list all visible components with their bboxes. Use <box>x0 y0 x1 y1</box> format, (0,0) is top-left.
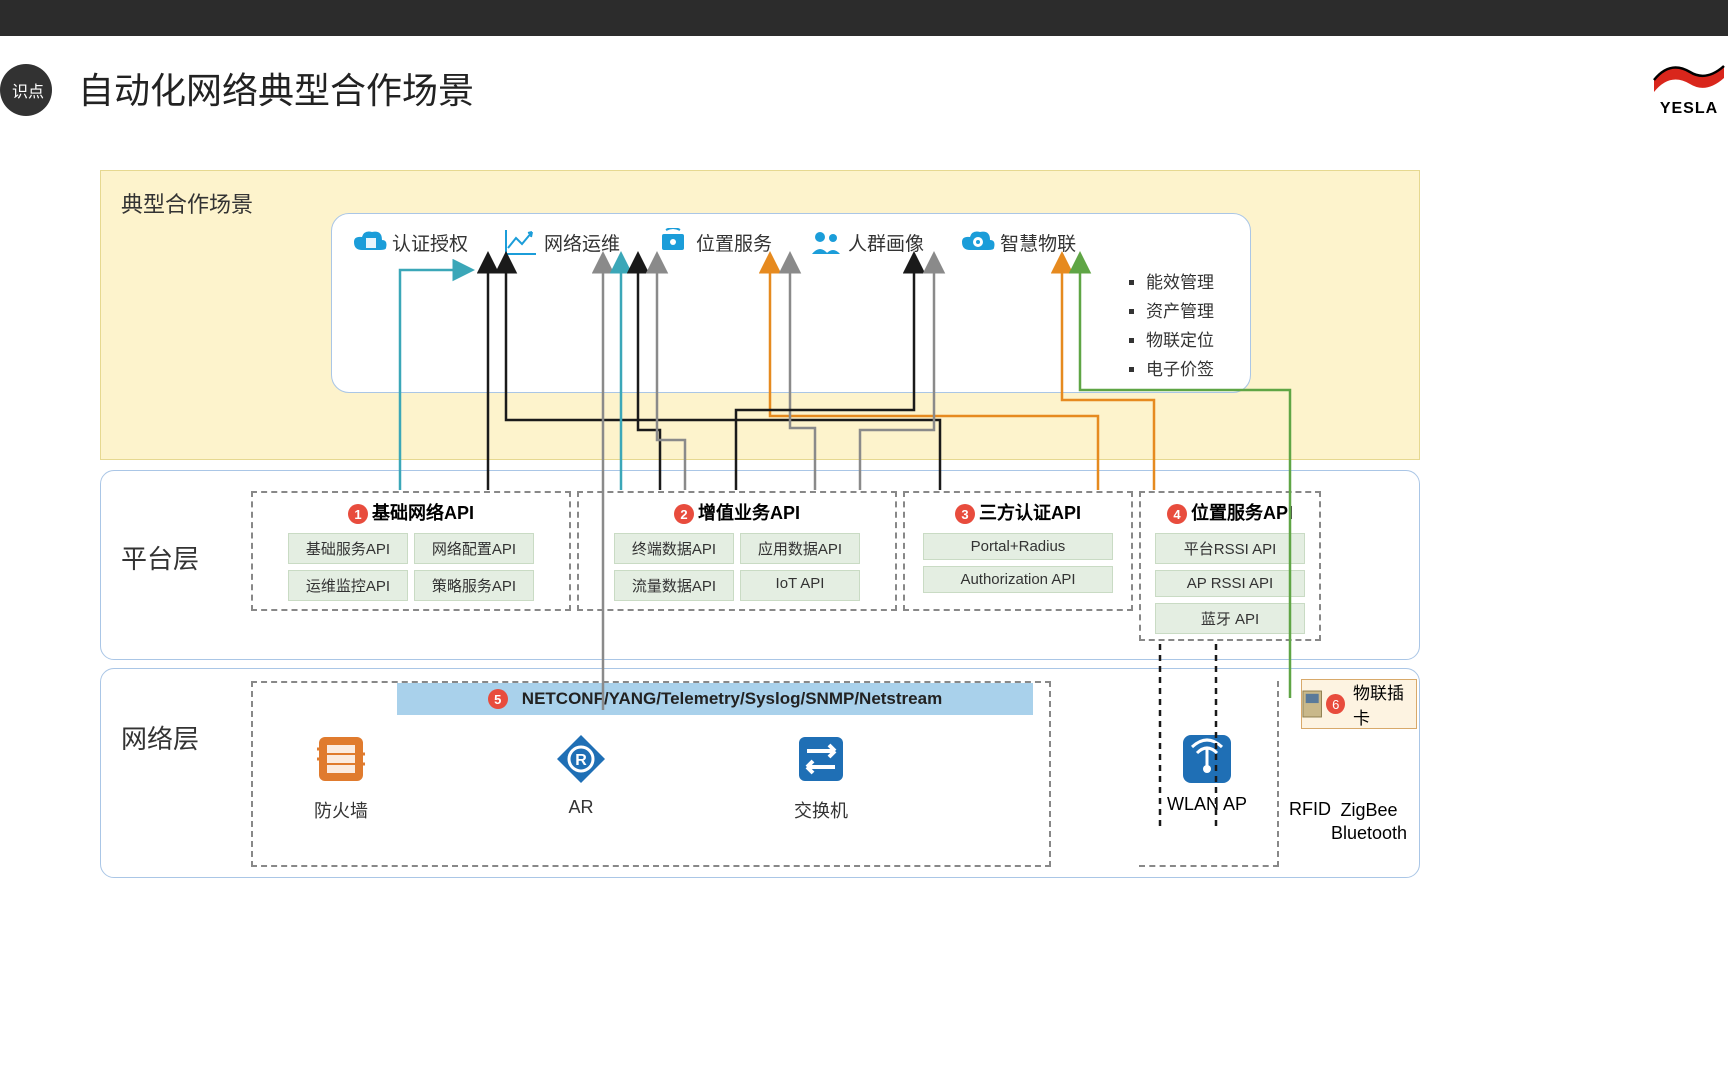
net-icon <box>311 729 371 789</box>
num-badge: 1 <box>348 504 368 524</box>
chart-icon <box>504 228 538 256</box>
protocol-text: NETCONF/YANG/Telemetry/Syslog/SNMP/Netst… <box>522 689 942 709</box>
group-title: 2增值业务API <box>579 499 895 525</box>
logo: YESLA <box>1650 54 1728 118</box>
api-chip: 应用数据API <box>740 533 860 564</box>
sub-item: 能效管理 <box>1146 268 1214 293</box>
sub-item: 电子价签 <box>1146 355 1214 380</box>
logo-text: YESLA <box>1650 100 1728 118</box>
num-6: 6 <box>1326 694 1345 714</box>
net-item: 防火墙 <box>311 729 371 823</box>
scene-item-label: 认证授权 <box>392 229 468 256</box>
net-label: 防火墙 <box>311 797 371 823</box>
net-item: 交换机 <box>791 729 851 823</box>
network-label: 网络层 <box>121 719 199 756</box>
api-chip: 平台RSSI API <box>1155 533 1305 564</box>
group-title: 4位置服务API <box>1141 499 1319 525</box>
iot-card: 6 物联插卡 <box>1301 679 1417 729</box>
zigbee-label: ZigBeeBluetooth <box>1331 799 1407 846</box>
api-chip: AP RSSI API <box>1155 570 1305 597</box>
api-chip: 蓝牙 API <box>1155 603 1305 634</box>
protocol-bar: 5 NETCONF/YANG/Telemetry/Syslog/SNMP/Net… <box>397 683 1033 715</box>
scene-item-label: 智慧物联 <box>1000 229 1076 256</box>
svg-text:R: R <box>575 752 587 769</box>
sub-item: 物联定位 <box>1146 326 1214 351</box>
num-badge: 4 <box>1167 504 1187 524</box>
scene-item: 智慧物联 <box>960 228 1076 256</box>
scene-title: 典型合作场景 <box>121 187 253 219</box>
page-title: 自动化网络典型合作场景 <box>78 62 474 114</box>
wlan-label: WLAN AP <box>1167 794 1247 815</box>
api-chip: 基础服务API <box>288 533 408 564</box>
cloud-server-icon <box>352 228 386 256</box>
network-layer: 网络层 5 NETCONF/YANG/Telemetry/Syslog/SNMP… <box>100 668 1420 878</box>
scene-item: 网络运维 <box>504 228 620 256</box>
num-badge: 2 <box>674 504 694 524</box>
api-chip: 网络配置API <box>414 533 534 564</box>
api-chip: 终端数据API <box>614 533 734 564</box>
platform-layer: 平台层 1基础网络API 基础服务API网络配置API运维监控API策略服务API… <box>100 470 1420 660</box>
net-icon: R <box>551 729 611 789</box>
platform-label: 平台层 <box>121 539 199 576</box>
num-badge: 3 <box>955 504 975 524</box>
scene-item-label: 位置服务 <box>696 229 772 256</box>
scene-item: 认证授权 <box>352 228 468 256</box>
top-bar <box>0 0 1728 36</box>
net-label: AR <box>551 797 611 818</box>
card-icon <box>1302 689 1322 719</box>
api-group-2: 2增值业务API 终端数据API应用数据API流量数据APIIoT API <box>577 491 897 611</box>
api-group-1: 1基础网络API 基础服务API网络配置API运维监控API策略服务API <box>251 491 571 611</box>
scene-item: 位置服务 <box>656 228 772 256</box>
scene-item: 人群画像 <box>808 228 924 256</box>
group-title: 3三方认证API <box>905 499 1131 525</box>
scene-item-label: 网络运维 <box>544 229 620 256</box>
scene-layer: 典型合作场景 认证授权 网络运维 位置服务 人群画像 智慧物联 能效管理资产管理物联定位… <box>100 170 1420 460</box>
scene-box: 认证授权 网络运维 位置服务 人群画像 智慧物联 能效管理资产管理物联定位电子价签 <box>331 213 1251 393</box>
api-chip: 流量数据API <box>614 570 734 601</box>
group-title: 1基础网络API <box>253 499 569 525</box>
net-icon <box>791 729 851 789</box>
rfid-label: RFID <box>1289 799 1331 820</box>
iot-card-label: 物联插卡 <box>1353 679 1416 729</box>
api-chip: Portal+Radius <box>923 533 1113 560</box>
api-chip: Authorization API <box>923 566 1113 593</box>
net-label: 交换机 <box>791 797 851 823</box>
api-chip: 运维监控API <box>288 570 408 601</box>
api-chip: 策略服务API <box>414 570 534 601</box>
scene-item-label: 人群画像 <box>848 229 924 256</box>
people-icon <box>808 228 842 256</box>
wlan-item: WLAN AP <box>1167 729 1247 815</box>
api-group-3: 3三方认证API Portal+Radius Authorization API <box>903 491 1133 611</box>
net-item: R AR <box>551 729 611 823</box>
num-5: 5 <box>488 689 508 709</box>
api-group-4: 4位置服务API 平台RSSI API AP RSSI API 蓝牙 API <box>1139 491 1321 641</box>
badge-circle: 识点 <box>0 64 52 116</box>
sub-item: 资产管理 <box>1146 297 1214 322</box>
api-chip: IoT API <box>740 570 860 601</box>
sub-list: 能效管理资产管理物联定位电子价签 <box>1128 268 1214 384</box>
location-icon <box>656 228 690 256</box>
gear-cloud-icon <box>960 228 994 256</box>
